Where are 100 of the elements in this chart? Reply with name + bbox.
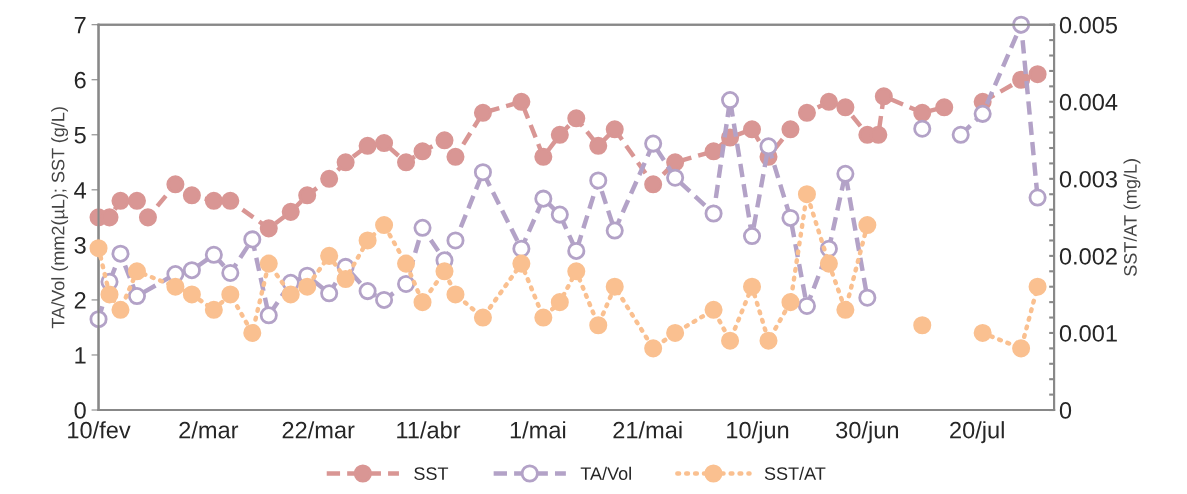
x-tick-label: 10/jun [727, 421, 789, 444]
point [721, 331, 740, 350]
point [243, 230, 262, 249]
legend-label: TA/Vol [580, 466, 631, 480]
legend-label: SST [414, 467, 449, 480]
point [221, 285, 240, 304]
point [858, 288, 877, 307]
point [819, 254, 838, 273]
point [320, 246, 339, 265]
point [704, 142, 723, 161]
x-tick-label: 22/mar [282, 421, 355, 439]
point [473, 163, 492, 182]
point [589, 136, 608, 155]
point [819, 92, 838, 111]
point [605, 221, 624, 240]
y-tick-label: 1 [75, 347, 86, 364]
y2-tick-label: 0.003 [1059, 170, 1117, 188]
point [913, 103, 932, 122]
point [935, 98, 954, 117]
point [836, 98, 855, 117]
y2-tick-label: 0.005 [1059, 16, 1118, 34]
y-tick-label: 7 [74, 17, 86, 34]
point [704, 300, 723, 319]
point [550, 205, 569, 224]
point [473, 103, 492, 122]
point [413, 218, 432, 237]
point [397, 254, 416, 273]
point [550, 125, 569, 144]
point [1028, 188, 1047, 207]
y2-axis-title: SST/AT (mg/L) [1123, 159, 1141, 276]
point [836, 300, 855, 319]
legend-label: SST/AT [764, 466, 826, 480]
y2-tick-label: 0.004 [1059, 93, 1118, 111]
point [973, 323, 992, 342]
x-tick-label: 21/mai [613, 421, 682, 439]
point [567, 109, 586, 128]
point [797, 185, 816, 204]
point [512, 92, 531, 111]
point [644, 339, 663, 358]
point [375, 216, 394, 235]
point [759, 137, 778, 156]
point [644, 175, 663, 194]
point [1028, 65, 1047, 84]
point [243, 323, 262, 342]
point [666, 323, 685, 342]
point [589, 316, 608, 335]
point [973, 104, 992, 123]
x-tick-label: 20/jul [950, 421, 1004, 444]
point [567, 262, 586, 281]
point [298, 277, 317, 296]
point [320, 284, 339, 303]
x-tick-label: 30/jun [836, 421, 898, 444]
point [704, 204, 723, 223]
point [781, 293, 800, 312]
point [259, 219, 278, 238]
x-tick-label: 10/fev [68, 421, 131, 439]
x-tick-label: 1/mai [510, 421, 566, 439]
point [221, 191, 240, 210]
y-tick-label: 6 [74, 71, 86, 89]
point [473, 308, 492, 327]
point [259, 254, 278, 273]
x-tick-label: 11/abr [397, 421, 461, 439]
point [204, 245, 223, 264]
point [644, 134, 663, 153]
y2-tick-label: 0.001 [1059, 325, 1117, 342]
point [446, 285, 465, 304]
point [281, 285, 300, 304]
point [320, 169, 339, 188]
point [534, 189, 553, 208]
point [336, 269, 355, 289]
point [781, 208, 800, 227]
point [259, 306, 278, 325]
y-tick-label: 2 [74, 292, 86, 309]
point [435, 262, 454, 281]
y2-tick-label: 0 [1059, 402, 1072, 419]
point [512, 239, 531, 258]
point [281, 202, 300, 221]
point [534, 308, 553, 327]
point [913, 316, 932, 335]
point [204, 300, 223, 319]
point [913, 119, 932, 138]
point [742, 120, 762, 139]
point [951, 125, 970, 144]
point [358, 136, 377, 155]
point [221, 263, 240, 282]
point [1012, 339, 1031, 358]
point [298, 186, 317, 205]
y-axis-title: TA/Vol (mm2(µL); SST (g/L) [51, 107, 69, 329]
point [605, 277, 624, 296]
point [397, 274, 416, 293]
point [413, 293, 432, 312]
point [375, 134, 394, 153]
x-tick-label: 2/mar [179, 421, 239, 439]
y2-tick-label: 0.002 [1059, 247, 1117, 265]
point [858, 216, 877, 235]
point [742, 277, 762, 296]
point [512, 254, 531, 273]
point [666, 168, 685, 187]
point [534, 147, 553, 166]
point [375, 290, 394, 309]
